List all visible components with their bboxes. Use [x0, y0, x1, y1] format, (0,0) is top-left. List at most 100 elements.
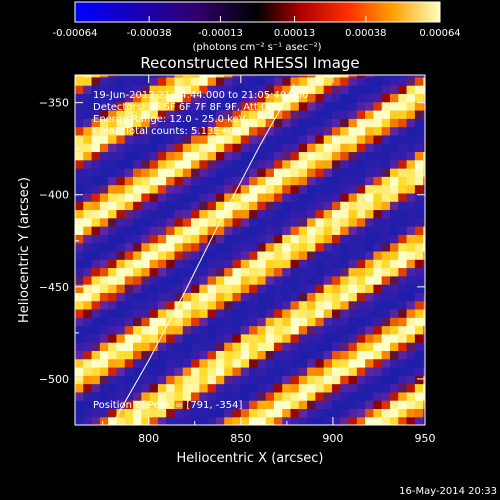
heatmap-cell — [141, 391, 151, 401]
heatmap-cell — [282, 101, 292, 111]
heatmap-cell — [315, 383, 325, 393]
heatmap-cell — [249, 358, 258, 368]
heatmap-cell — [323, 143, 333, 153]
heatmap-cell — [307, 342, 316, 351]
heatmap-cell — [141, 300, 151, 310]
heatmap-cell — [373, 250, 383, 260]
heatmap-cell — [373, 209, 383, 219]
heatmap-cell — [356, 134, 366, 144]
heatmap-cell — [215, 391, 225, 401]
heatmap-cell — [232, 192, 242, 202]
heatmap-cell — [348, 143, 358, 153]
heatmap-cell — [75, 201, 84, 211]
heatmap-cell — [182, 201, 192, 211]
heatmap-cell — [331, 151, 341, 161]
heatmap-cell — [315, 267, 325, 277]
heatmap-cell — [149, 234, 159, 244]
heatmap-cell — [215, 209, 225, 219]
heatmap-cell — [307, 151, 316, 161]
heatmap-cell — [340, 275, 350, 285]
heatmap-cell — [365, 350, 375, 360]
heatmap-cell — [166, 168, 176, 177]
heatmap-cell — [207, 400, 217, 410]
heatmap-cell — [149, 176, 159, 186]
heatmap-cell — [265, 110, 275, 119]
heatmap-cell — [348, 242, 358, 252]
heatmap-cell — [124, 275, 134, 285]
heatmap-cell — [199, 85, 209, 95]
heatmap-cell — [191, 134, 200, 144]
heatmap-cell — [290, 76, 300, 86]
heatmap-cell — [91, 308, 101, 318]
heatmap-cell — [232, 234, 242, 244]
heatmap-cell — [133, 333, 142, 343]
heatmap-cell — [381, 184, 391, 194]
heatmap-cell — [340, 93, 350, 103]
heatmap-cell — [83, 267, 93, 277]
heatmap-cell — [215, 76, 225, 86]
heatmap-cell — [414, 151, 424, 161]
heatmap-cell — [207, 184, 217, 194]
heatmap-cell — [141, 325, 151, 335]
heatmap-cell — [215, 350, 225, 360]
heatmap-cell — [240, 126, 250, 136]
heatmap-cell — [323, 209, 333, 219]
heatmap-cell — [315, 126, 325, 136]
heatmap-cell — [99, 242, 109, 252]
annotation-time-range: 19-Jun-2012 21:04:44.000 to 21:05:40.000 — [93, 90, 309, 101]
heatmap-cell — [356, 400, 366, 410]
heatmap-cell — [331, 143, 341, 153]
colorbar-tick-label: 0.00038 — [345, 28, 386, 39]
heatmap-cell — [141, 375, 151, 385]
heatmap-cell — [298, 259, 308, 269]
heatmap-cell — [174, 101, 184, 111]
heatmap-cell — [91, 375, 101, 385]
heatmap-cell — [381, 259, 391, 269]
heatmap-cell — [406, 317, 416, 327]
heatmap-cell — [116, 118, 126, 128]
heatmap-cell — [174, 134, 184, 144]
heatmap-cell — [323, 292, 333, 302]
heatmap-cell — [224, 234, 234, 244]
heatmap-cell — [199, 101, 209, 111]
heatmap-cell — [133, 416, 142, 425]
heatmap-cell — [307, 226, 316, 235]
heatmap-cell — [265, 408, 275, 418]
heatmap-cell — [315, 333, 325, 343]
heatmap-cell — [133, 350, 142, 360]
heatmap-cell — [224, 118, 234, 128]
heatmap-cell — [75, 118, 84, 128]
heatmap-cell — [224, 242, 234, 252]
heatmap-cell — [249, 342, 258, 351]
heatmap-cell — [365, 408, 375, 418]
heatmap-cell — [99, 259, 109, 269]
heatmap-cell — [257, 226, 267, 235]
heatmap-cell — [331, 168, 341, 177]
heatmap-cell — [356, 201, 366, 211]
heatmap-cell — [124, 184, 134, 194]
heatmap-cell — [166, 85, 176, 95]
x-tick-label: 800 — [138, 432, 159, 445]
heatmap-cell — [133, 391, 142, 401]
heatmap-cell — [191, 259, 200, 269]
heatmap-cell — [75, 76, 84, 86]
heatmap-cell — [199, 325, 209, 335]
heatmap-cell — [323, 275, 333, 285]
heatmap-cell — [116, 85, 126, 95]
heatmap-cell — [340, 308, 350, 318]
heatmap-cell — [298, 75, 308, 78]
heatmap-cell — [298, 168, 308, 177]
heatmap-cell — [249, 250, 258, 260]
heatmap-cell — [108, 250, 118, 260]
heatmap-cell — [323, 151, 333, 161]
heatmap-cell — [199, 201, 209, 211]
heatmap-cell — [381, 308, 391, 318]
heatmap-cell — [414, 217, 424, 227]
heatmap-cell — [398, 201, 408, 211]
heatmap-cell — [232, 333, 242, 343]
heatmap-cell — [249, 93, 258, 103]
heatmap-cell — [224, 383, 234, 393]
heatmap-cell — [141, 110, 151, 119]
heatmap-cell — [273, 408, 283, 418]
heatmap-cell — [356, 176, 366, 186]
